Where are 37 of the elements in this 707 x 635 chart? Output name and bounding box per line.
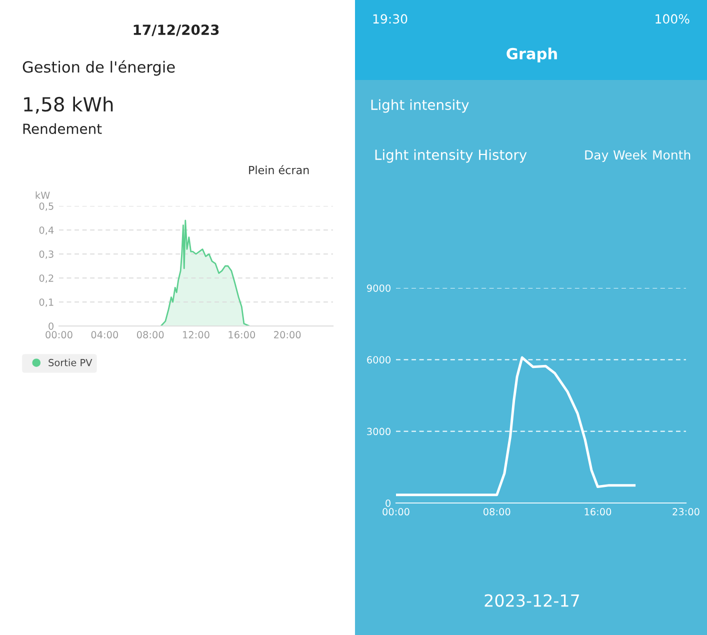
text: Light intensity History — [375, 149, 527, 163]
x-tick-label: 12:00 — [183, 331, 210, 338]
x-tick-label: 20:00 — [274, 331, 301, 338]
y-tick-label: 0,5 — [39, 202, 54, 211]
x-tick-label: 00:00 — [46, 331, 72, 338]
y-tick-label: 3000 — [367, 428, 390, 436]
x-tick-label: 08:00 — [136, 331, 164, 338]
text: Month — [653, 150, 690, 160]
legend-label: Sortie PV — [48, 358, 92, 366]
text: 100% — [656, 14, 690, 24]
y-tick-label: 9000 — [367, 284, 390, 292]
chart-title: Graph — [506, 48, 557, 62]
text: 17/12/2023 — [134, 24, 219, 36]
line-series — [396, 356, 636, 496]
x-tick-label: 16:00 — [584, 508, 612, 516]
x-tick-label: 04:00 — [91, 331, 118, 338]
x-tick-label: 16:00 — [228, 331, 256, 338]
text: 2023-12-17 — [484, 594, 580, 607]
text: 1,58 kWh — [24, 96, 113, 114]
y-tick-label: 0,2 — [39, 274, 54, 283]
y-tick-label: 0,1 — [39, 298, 54, 307]
x-tick-label: 00:00 — [382, 508, 410, 516]
text: Rendement — [23, 123, 102, 134]
y-tick-label: 0 — [386, 499, 390, 507]
text: Day — [585, 150, 608, 162]
text: Plein écran — [249, 165, 309, 174]
y-tick-label: 0,3 — [39, 250, 54, 259]
text: Week — [613, 150, 648, 160]
chart-title: Gestion de l'énergie — [22, 60, 175, 76]
y-tick-label: 6000 — [367, 356, 390, 364]
y-tick-label: 0,4 — [39, 226, 54, 235]
x-tick-label: 08:00 — [484, 508, 510, 516]
y-axis-title: kW — [36, 191, 50, 199]
y-tick-label: 0 — [48, 322, 54, 330]
x-tick-label: 23:00 — [672, 508, 700, 516]
text: Light intensity — [371, 99, 469, 113]
text: 19:30 — [373, 14, 408, 24]
